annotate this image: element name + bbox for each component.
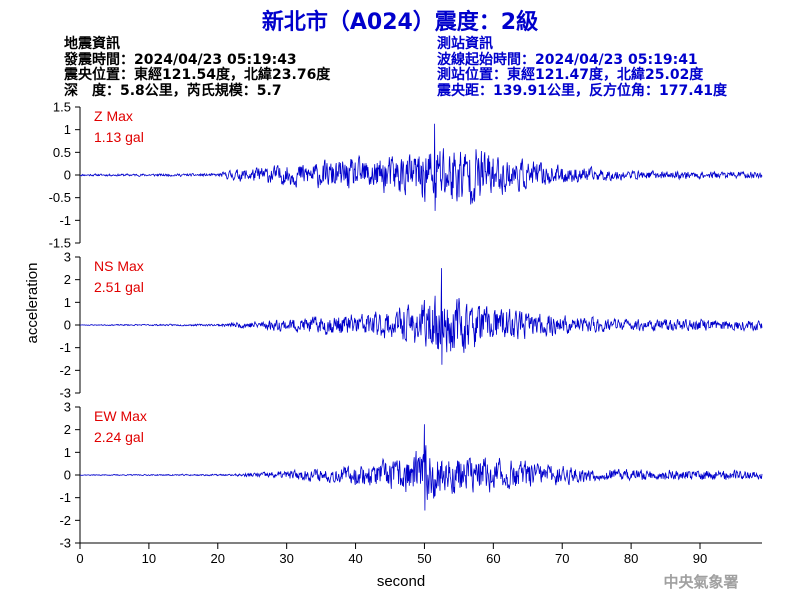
event-info-block: 地震資訊 發震時間：2024/04/23 05:19:43 震央位置：東經121… <box>64 36 331 99</box>
depth-magnitude: 深 度：5.8公里，芮氏規模：5.7 <box>64 82 282 99</box>
x-tick-label: 90 <box>693 551 707 566</box>
y-tick-label: 0 <box>64 468 71 483</box>
max-label: NS Max <box>94 258 144 274</box>
panel-ns: 3 2 1 0 -1 -2 -3 NS Max 2.51 gal <box>59 250 763 401</box>
y-tick-label: 0 <box>64 168 71 183</box>
y-tick-label: -1 <box>59 213 71 228</box>
max-value: 2.51 gal <box>94 279 144 295</box>
y-tick-label: 1 <box>64 122 71 137</box>
agency-watermark: 中央氣象署 <box>663 573 738 591</box>
max-value: 2.24 gal <box>94 429 144 445</box>
waveform-trace <box>79 123 763 211</box>
panel-z: 1.5 1 0.5 0 -0.5 -1 -1.5 Z Max 1.13 gal <box>49 100 763 251</box>
y-tick-label: 1 <box>64 295 71 310</box>
y-tick-label: 2 <box>64 272 71 287</box>
page-title: 新北市（A024）震度：2級 <box>261 10 539 35</box>
epicenter-location: 震央位置：東經121.54度，北緯23.76度 <box>64 67 331 83</box>
waveform-trace <box>79 424 763 511</box>
x-tick-label: 50 <box>417 551 431 566</box>
x-tick-label: 80 <box>624 551 638 566</box>
seismogram-panels: 1.5 1 0.5 0 -0.5 -1 -1.5 Z Max 1.13 gal 3 2 1 0 -1 -2 -… <box>49 100 763 551</box>
x-axis-label: second <box>377 573 425 590</box>
y-tick-label: 0 <box>64 318 71 333</box>
y-tick-label: -3 <box>59 536 71 551</box>
x-tick-label: 0 <box>76 551 83 566</box>
waveform-trace <box>79 268 763 365</box>
x-tick-label: 70 <box>555 551 569 566</box>
y-tick-label: -1 <box>59 340 71 355</box>
y-tick-label: 2 <box>64 422 71 437</box>
wave-start-time: 波線起始時間：2024/04/23 05:19:41 <box>437 51 698 68</box>
x-axis: 0 10 20 30 40 50 60 70 80 90 <box>76 542 762 566</box>
y-tick-label: -2 <box>59 363 71 378</box>
station-info-heading: 測站資訊 <box>437 36 493 52</box>
x-tick-label: 60 <box>486 551 500 566</box>
x-tick-label: 30 <box>279 551 293 566</box>
y-tick-label: 1 <box>64 445 71 460</box>
y-tick-label: -0.5 <box>49 190 71 205</box>
y-tick-label: -1 <box>59 490 71 505</box>
max-label: EW Max <box>94 408 147 424</box>
x-tick-label: 40 <box>348 551 362 566</box>
station-info-block: 測站資訊 波線起始時間：2024/04/23 05:19:41 測站位置：東經1… <box>437 36 728 99</box>
y-tick-label: 3 <box>64 250 71 265</box>
event-info-heading: 地震資訊 <box>64 36 120 52</box>
y-tick-label: 0.5 <box>53 145 71 160</box>
max-label: Z Max <box>94 108 133 124</box>
y-tick-label: -1.5 <box>49 236 71 251</box>
max-value: 1.13 gal <box>94 129 144 145</box>
x-tick-label: 10 <box>142 551 156 566</box>
distance-azimuth: 震央距：139.91公里，反方位角：177.41度 <box>437 82 728 99</box>
panel-ew: 3 2 1 0 -1 -2 -3 EW Max 2.24 gal <box>59 400 763 551</box>
y-tick-label: -3 <box>59 386 71 401</box>
station-location: 測站位置：東經121.47度，北緯25.02度 <box>437 67 704 83</box>
y-tick-label: 3 <box>64 400 71 415</box>
origin-time: 發震時間：2024/04/23 05:19:43 <box>64 51 297 68</box>
y-axis-label: acceleration <box>24 263 41 344</box>
y-tick-label: -2 <box>59 513 71 528</box>
x-tick-label: 20 <box>211 551 225 566</box>
y-tick-label: 1.5 <box>53 100 71 115</box>
